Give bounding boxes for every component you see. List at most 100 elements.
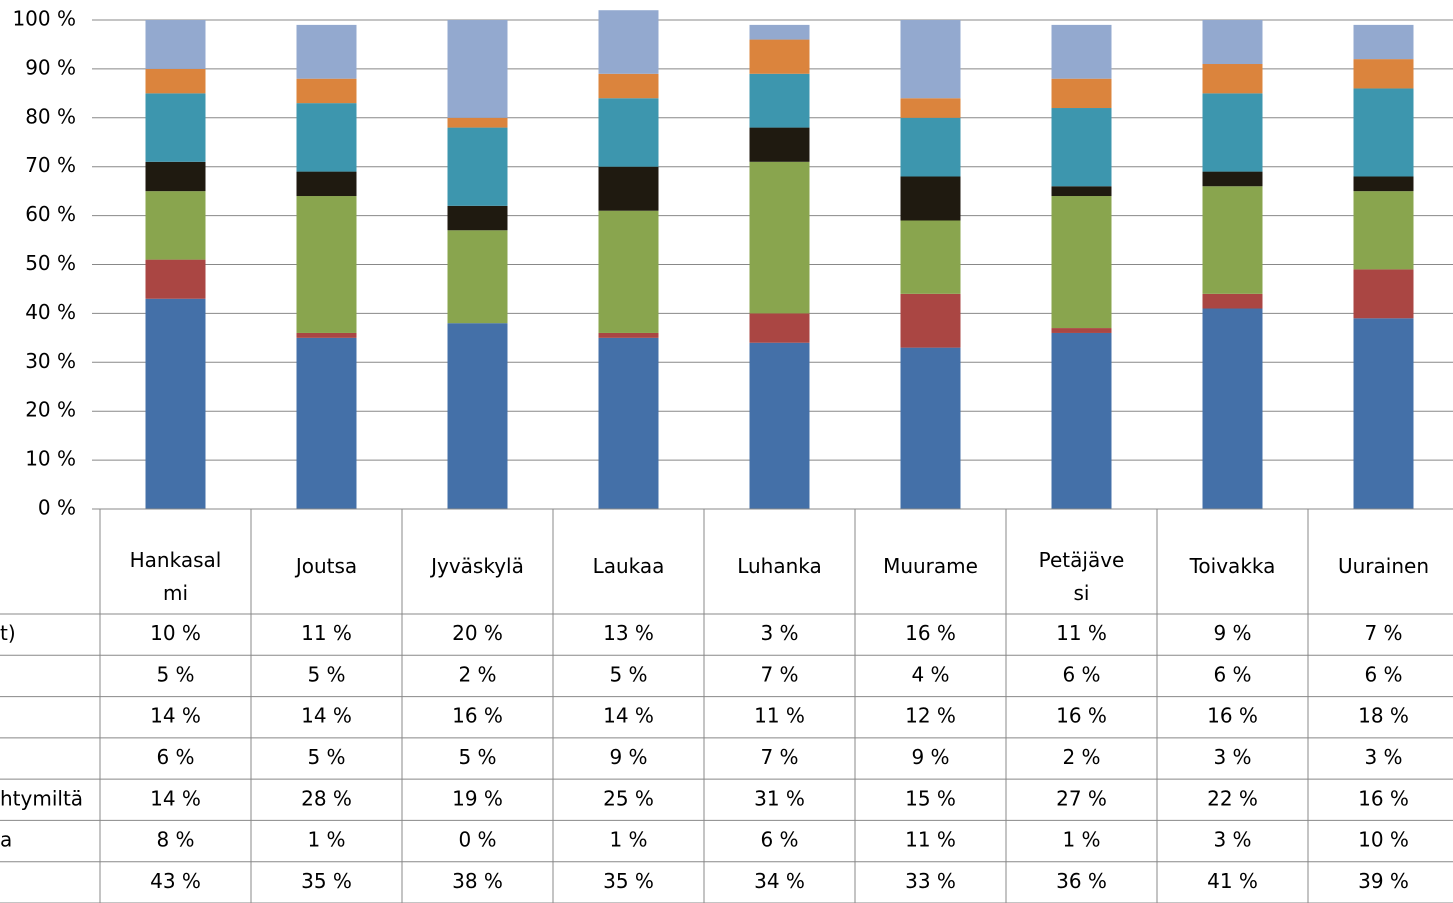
- table-cell: 5 %: [609, 662, 647, 686]
- bar-segment: [1353, 318, 1414, 509]
- table-cell: 12 %: [905, 704, 956, 728]
- bar-segment: [749, 161, 810, 314]
- bar-segment: [900, 117, 961, 177]
- row-label: htymiltä: [0, 786, 83, 810]
- table-cell: 8 %: [156, 828, 194, 852]
- bar-segment: [1051, 196, 1112, 329]
- bar-segment: [447, 20, 508, 118]
- y-tick-label: 30 %: [25, 349, 76, 373]
- bar-segment: [296, 196, 357, 333]
- table-cell: 16 %: [1056, 704, 1107, 728]
- table-cell: 1 %: [307, 828, 345, 852]
- bar-segment: [1202, 186, 1263, 294]
- bar-segment: [447, 323, 508, 509]
- table-cell: 33 %: [905, 869, 956, 893]
- x-tick-label: Uurainen: [1338, 554, 1429, 578]
- table-cell: 18 %: [1358, 704, 1409, 728]
- bar-segment: [1051, 332, 1112, 509]
- y-tick-label: 80 %: [25, 104, 76, 128]
- table-cell: 38 %: [452, 869, 503, 893]
- table-cell: 3 %: [1364, 745, 1402, 769]
- bar-segment: [1202, 293, 1263, 309]
- table-cell: 1 %: [1062, 828, 1100, 852]
- bar-segment: [296, 103, 357, 172]
- x-tick-label: Joutsa: [294, 554, 357, 578]
- bar-segment: [296, 78, 357, 104]
- bar-segment: [598, 332, 659, 338]
- table-cell: 16 %: [1358, 786, 1409, 810]
- table-cell: 16 %: [1207, 704, 1258, 728]
- table-cell: 39 %: [1358, 869, 1409, 893]
- table-cell: 16 %: [905, 621, 956, 645]
- y-tick-label: 100 %: [12, 7, 76, 31]
- table-cell: 28 %: [301, 786, 352, 810]
- bar-segment: [598, 337, 659, 509]
- table-cell: 20 %: [452, 621, 503, 645]
- y-tick-label: 40 %: [25, 300, 76, 324]
- x-tick-label: Luhanka: [737, 554, 822, 578]
- bar-segment: [447, 117, 508, 128]
- table-cell: 2 %: [458, 662, 496, 686]
- bar-segment: [296, 24, 357, 79]
- bar-segment: [1051, 186, 1112, 197]
- x-tick-label: Toivakka: [1189, 554, 1276, 578]
- bar-segment: [749, 313, 810, 343]
- table-cell: 5 %: [307, 745, 345, 769]
- table-cell: 5 %: [156, 662, 194, 686]
- table-cell: 6 %: [1364, 662, 1402, 686]
- bar-segment: [296, 337, 357, 509]
- bar-segment: [900, 20, 961, 99]
- table-cell: 36 %: [1056, 869, 1107, 893]
- x-tick-label: Muurame: [883, 554, 978, 578]
- table-cell: 14 %: [301, 704, 352, 728]
- y-tick-label: 50 %: [25, 251, 76, 275]
- y-tick-label: 0 %: [38, 496, 76, 520]
- table-cell: 13 %: [603, 621, 654, 645]
- bar-segment: [1051, 24, 1112, 79]
- y-tick-label: 10 %: [25, 447, 76, 471]
- bar-segment: [1202, 171, 1263, 187]
- table-cell: 6 %: [1213, 662, 1251, 686]
- table-cell: 7 %: [760, 662, 798, 686]
- table-cell: 22 %: [1207, 786, 1258, 810]
- bar-segment: [749, 24, 810, 40]
- bar-segment: [749, 39, 810, 74]
- bar-segment: [900, 347, 961, 509]
- table-cell: 10 %: [150, 621, 201, 645]
- table-cell: 4 %: [911, 662, 949, 686]
- y-tick-label: 90 %: [25, 55, 76, 79]
- table-cell: 27 %: [1056, 786, 1107, 810]
- bar-segment: [749, 342, 810, 509]
- table-cell: 11 %: [1056, 621, 1107, 645]
- table-cell: 14 %: [150, 786, 201, 810]
- table-cell: 14 %: [603, 704, 654, 728]
- table-cell: 43 %: [150, 869, 201, 893]
- table-cell: 31 %: [754, 786, 805, 810]
- table-cell: 35 %: [301, 869, 352, 893]
- table-cell: 9 %: [911, 745, 949, 769]
- bar-segment: [1202, 308, 1263, 509]
- table-cell: 1 %: [609, 828, 647, 852]
- bar-segment: [1202, 64, 1263, 94]
- bar-segment: [598, 98, 659, 167]
- bar-segment: [1051, 108, 1112, 187]
- bar-segment: [749, 73, 810, 128]
- bar-segment: [1353, 269, 1414, 319]
- bar-segment: [900, 98, 961, 118]
- bar-segment: [296, 332, 357, 338]
- table-cell: 35 %: [603, 869, 654, 893]
- table-cell: 7 %: [760, 745, 798, 769]
- table-cell: 3 %: [1213, 828, 1251, 852]
- y-tick-label: 70 %: [25, 153, 76, 177]
- table-cell: 34 %: [754, 869, 805, 893]
- bar-segment: [145, 68, 206, 94]
- table-cell: 16 %: [452, 704, 503, 728]
- x-tick-label: Hankasal mi: [130, 548, 222, 605]
- table-cell: 6 %: [156, 745, 194, 769]
- bar-segment: [145, 298, 206, 509]
- table-cell: 19 %: [452, 786, 503, 810]
- bar-segment: [598, 10, 659, 74]
- bar-segment: [145, 161, 206, 192]
- row-label: t): [0, 621, 16, 645]
